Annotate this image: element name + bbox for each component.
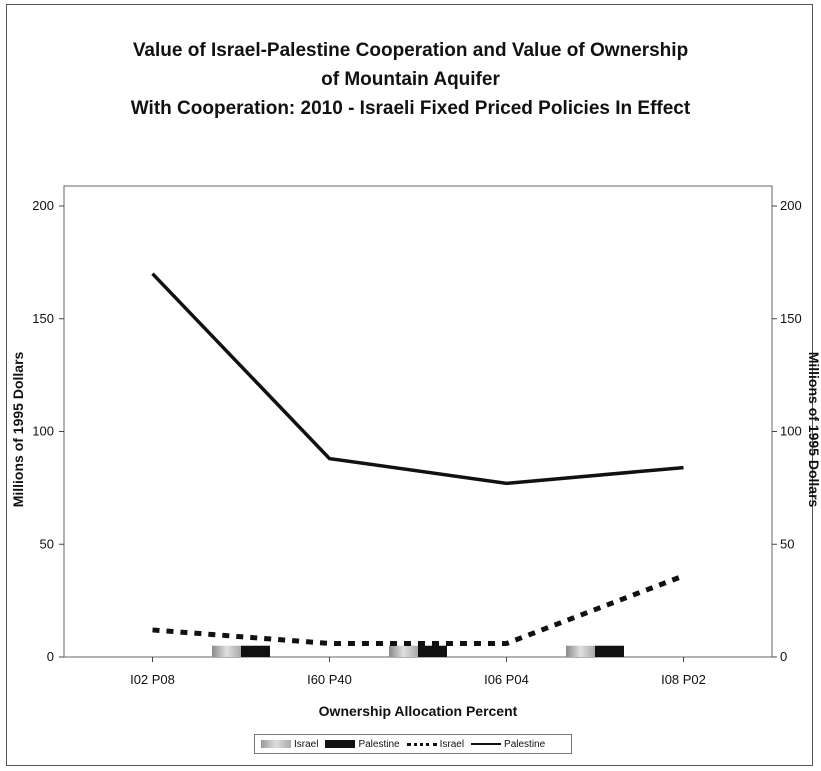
legend-label-palestine-bar: Palestine: [358, 738, 400, 750]
y-tick-left-label: 150: [32, 311, 54, 326]
legend-swatch-palestine-bar: [325, 740, 356, 748]
y-tick-left-label: 100: [32, 424, 54, 439]
legend-swatch-palestine-line: [471, 743, 502, 745]
bar-israel: [389, 645, 418, 657]
legend-label-israel-line: Israel: [439, 738, 465, 750]
bar-palestine: [418, 645, 447, 657]
chart-frame: [6, 4, 813, 766]
y-tick-right-label: 0: [780, 649, 787, 664]
line-israel-dotted: [152, 573, 685, 646]
y-axis-label-left: Millions of 1995 Dollars: [10, 351, 26, 507]
y-tick-right-label: 50: [780, 536, 794, 551]
plot-area: [63, 185, 773, 658]
legend-swatch-israel-line: [406, 742, 437, 746]
legend-label-palestine-line: Palestine: [504, 738, 546, 750]
y-tick-left-label: 0: [47, 649, 54, 664]
chart-title: Value of Israel-Palestine Cooperation an…: [0, 36, 821, 123]
line-palestine-solid: [151, 272, 684, 486]
bar-israel: [212, 645, 241, 657]
y-tick-left-label: 200: [32, 198, 54, 213]
title-line-1: Value of Israel-Palestine Cooperation an…: [132, 40, 689, 61]
legend-swatch-israel-bar: [261, 740, 291, 748]
x-tick-label: I08 P02: [661, 672, 706, 687]
y-tick-right-label: 200: [780, 198, 802, 213]
y-axis-label-right: Millions of 1995 Dollars: [806, 352, 821, 508]
x-axis-label: Ownership Allocation Percent: [319, 703, 518, 719]
legend: Israel Palestine Israel Palestine: [254, 734, 572, 754]
y-tick-left-label: 50: [40, 536, 54, 551]
y-tick-right-label: 150: [780, 311, 802, 326]
x-tick-label: I60 P40: [307, 672, 352, 687]
bar-palestine: [595, 645, 624, 657]
title-line-2: of Mountain Aquifer: [321, 69, 500, 90]
title-line-3: With Cooperation: 2010 - Israeli Fixed P…: [130, 98, 691, 119]
x-tick-label: I02 P08: [130, 672, 175, 687]
bar-palestine: [241, 645, 270, 657]
bar-israel: [566, 645, 595, 657]
y-tick-right-label: 100: [780, 424, 802, 439]
x-tick-label: I06 P04: [484, 672, 529, 687]
legend-label-israel-bar: Israel: [294, 738, 319, 750]
